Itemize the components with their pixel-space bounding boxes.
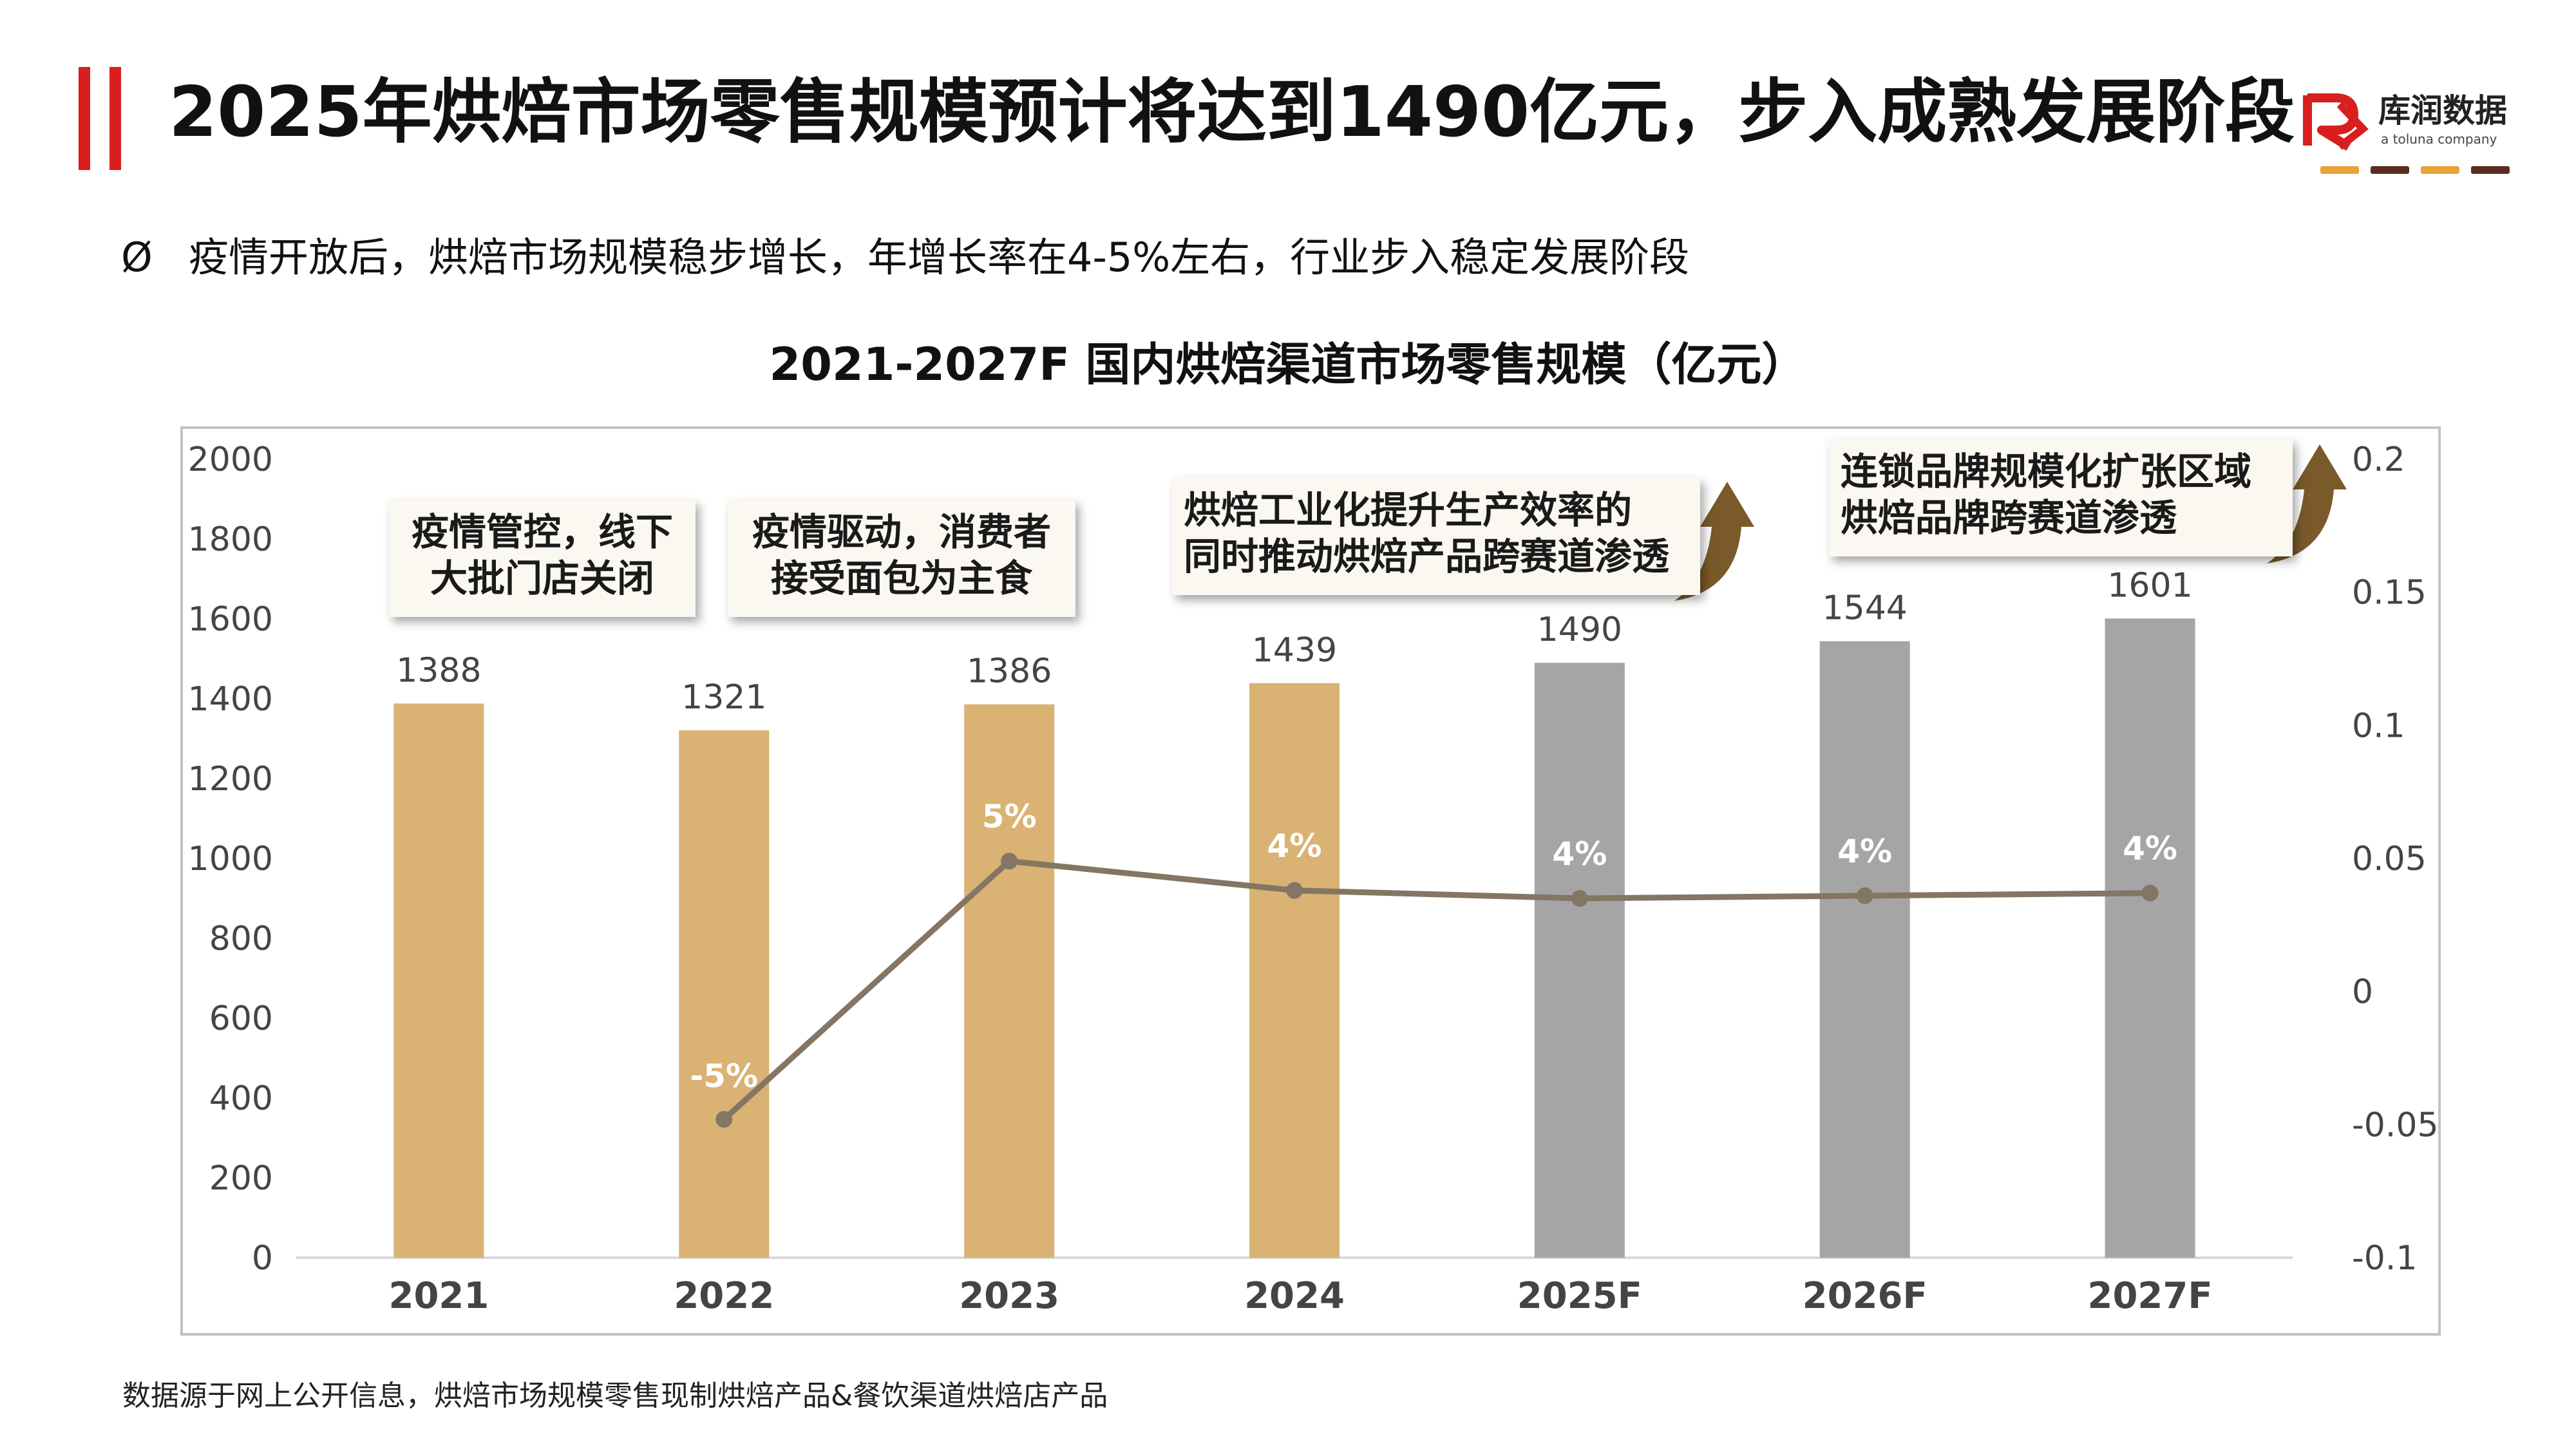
x-tick-label: 2021: [388, 1275, 489, 1317]
callout-line: 疫情管控，线下: [411, 510, 673, 554]
bullet-point: Ø 疫情开放后，烘焙市场规模稳步增长，年增长率在4-5%左右，行业步入稳定发展阶段: [121, 229, 1689, 287]
y-right-tick-label: 0.1: [2352, 706, 2405, 745]
page-title: 2025年烘焙市场零售规模预计将达到1490亿元，步入成熟发展阶段: [169, 72, 2295, 153]
growth-rate-point: [1001, 853, 1018, 870]
y-left-tick-label: 400: [209, 1079, 273, 1118]
bullet-mark-icon: Ø: [121, 234, 153, 281]
growth-rate-label: 4%: [1552, 835, 1607, 873]
y-right-tick-label: -0.05: [2352, 1106, 2439, 1144]
y-left-tick-label: 1400: [188, 680, 273, 719]
y-right-tick-label: 0.15: [2352, 574, 2427, 612]
logo-tagline: a toluna company: [2381, 131, 2497, 147]
callout-covid-control: 疫情管控，线下 大批门店关闭: [389, 500, 696, 617]
callout-line: 连锁品牌规模化扩张区域: [1841, 450, 2252, 493]
bar: [679, 730, 770, 1258]
y-left-tick-label: 800: [209, 920, 273, 958]
up-arrow-icon: [2267, 444, 2347, 564]
x-tick-label: 2022: [674, 1275, 774, 1317]
y-left-tick-label: 600: [209, 999, 273, 1038]
growth-rate-label: 4%: [1837, 833, 1892, 870]
growth-rate-line: [722, 858, 2150, 1122]
x-tick-label: 2027F: [2088, 1275, 2213, 1317]
company-logo: 库润数据 a toluna company: [2302, 90, 2510, 180]
bar-value-label: 1601: [2107, 566, 2192, 605]
callout-line: 疫情驱动，消费者: [752, 510, 1051, 554]
callout-chain-expansion: 连锁品牌规模化扩张区域 烘焙品牌跨赛道渗透: [1829, 439, 2293, 556]
y-right-tick-label: 0.2: [2352, 440, 2405, 479]
bar-value-label: 1490: [1537, 611, 1622, 649]
callout-line: 烘焙工业化提升生产效率的: [1184, 488, 1633, 532]
bar: [1819, 641, 1910, 1258]
bar: [2105, 618, 2195, 1258]
growth-rate-label: -5%: [690, 1057, 758, 1095]
logo-dashes: [2320, 166, 2514, 174]
x-tick-label: 2025F: [1517, 1275, 1642, 1317]
bar-value-label: 1386: [967, 652, 1052, 691]
callout-line: 接受面包为主食: [770, 556, 1032, 600]
source-note: 数据源于网上公开信息，烘焙市场规模零售现制烘焙产品&餐饮渠道烘焙店产品: [122, 1379, 1108, 1412]
bullet-text: 疫情开放后，烘焙市场规模稳步增长，年增长率在4-5%左右，行业步入稳定发展阶段: [189, 234, 1690, 281]
up-arrow-shape: [2267, 444, 2347, 564]
callout-industrialization: 烘焙工业化提升生产效率的 同时推动烘焙产品跨赛道渗透: [1172, 478, 1700, 595]
growth-rate-label: 4%: [2123, 830, 2177, 867]
y-right-tick-label: 0: [2352, 973, 2373, 1012]
growth-rate-point: [1856, 887, 1873, 904]
bar-value-label: 1321: [681, 678, 766, 717]
callout-covid-consumer: 疫情驱动，消费者 接受面包为主食: [728, 500, 1075, 617]
callout-line: 烘焙品牌跨赛道渗透: [1841, 496, 2177, 540]
growth-rate-point: [2141, 884, 2159, 902]
callout-line: 同时推动烘焙产品跨赛道渗透: [1184, 535, 1670, 578]
callout-line: 大批门店关闭: [430, 556, 654, 600]
y-left-tick-label: 1800: [188, 520, 273, 559]
bar: [1534, 663, 1625, 1258]
y-left-tick-label: 200: [209, 1159, 273, 1198]
y-left-tick-label: 1000: [188, 840, 273, 878]
bar: [964, 704, 1055, 1258]
x-tick-label: 2023: [959, 1275, 1059, 1317]
x-tick-label: 2024: [1244, 1275, 1345, 1317]
growth-rate-point: [1286, 882, 1303, 899]
y-right-tick-label: -0.1: [2352, 1239, 2417, 1278]
bar: [1249, 683, 1340, 1258]
x-tick-label: 2026F: [1803, 1275, 1927, 1317]
growth-rate-label: 5%: [982, 798, 1037, 835]
bar: [393, 703, 484, 1258]
growth-rate-point: [715, 1111, 733, 1128]
y-left-tick-label: 2000: [188, 440, 273, 479]
growth-rate-label: 4%: [1267, 828, 1322, 865]
up-arrow-icon: [1674, 482, 1754, 601]
title-accent-bars: [79, 67, 121, 170]
chart-title: 2021-2027F 国内烘焙渠道市场零售规模（亿元）: [769, 338, 1807, 391]
bar-value-label: 1439: [1252, 631, 1337, 670]
bar-value-label: 1388: [396, 651, 481, 690]
up-arrow-shape: [1674, 482, 1754, 601]
chart-frame: [180, 426, 2441, 1336]
y-right-tick-label: 0.05: [2352, 840, 2427, 878]
y-left-tick-label: 0: [252, 1239, 273, 1278]
logo-name: 库润数据: [2378, 92, 2507, 129]
growth-rate-point: [1571, 890, 1588, 907]
logo-mark-icon: [2303, 93, 2369, 151]
y-left-tick-label: 1600: [188, 600, 273, 639]
y-left-tick-label: 1200: [188, 760, 273, 799]
bar-value-label: 1544: [1823, 589, 1908, 628]
